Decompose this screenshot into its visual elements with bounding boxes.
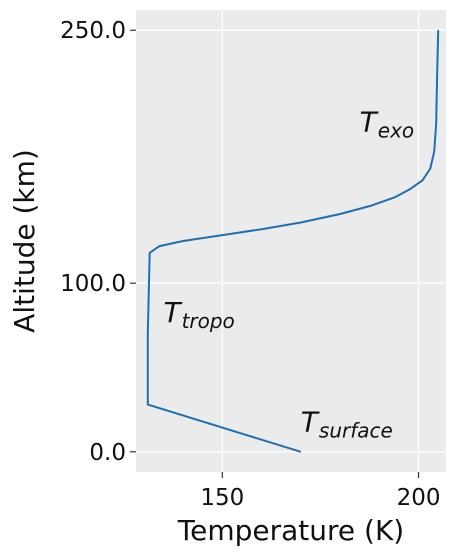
t-exo-label: Texo [360, 105, 415, 142]
series-layer [146, 30, 440, 453]
t-surface-label: Tsurface [301, 406, 393, 443]
y-tick-label: 100.0 [60, 271, 126, 297]
x-axis-label: Temperature (K) [177, 514, 404, 547]
x-tick-label: 150 [200, 485, 244, 511]
annotation-layer: Texo Ttropo Tsurface [163, 105, 414, 442]
x-tick-label: 200 [397, 485, 441, 511]
y-axis-label: Altitude (km) [8, 149, 41, 333]
t-tropo-label: Ttropo [163, 296, 234, 333]
tick-layer: 150 200 0.0 100.0 250.0 [60, 18, 440, 511]
grid-lines [136, 10, 446, 472]
y-tick-label: 250.0 [60, 18, 126, 44]
y-tick-label: 0.0 [89, 440, 126, 466]
temperature-profile-line [146, 30, 440, 453]
